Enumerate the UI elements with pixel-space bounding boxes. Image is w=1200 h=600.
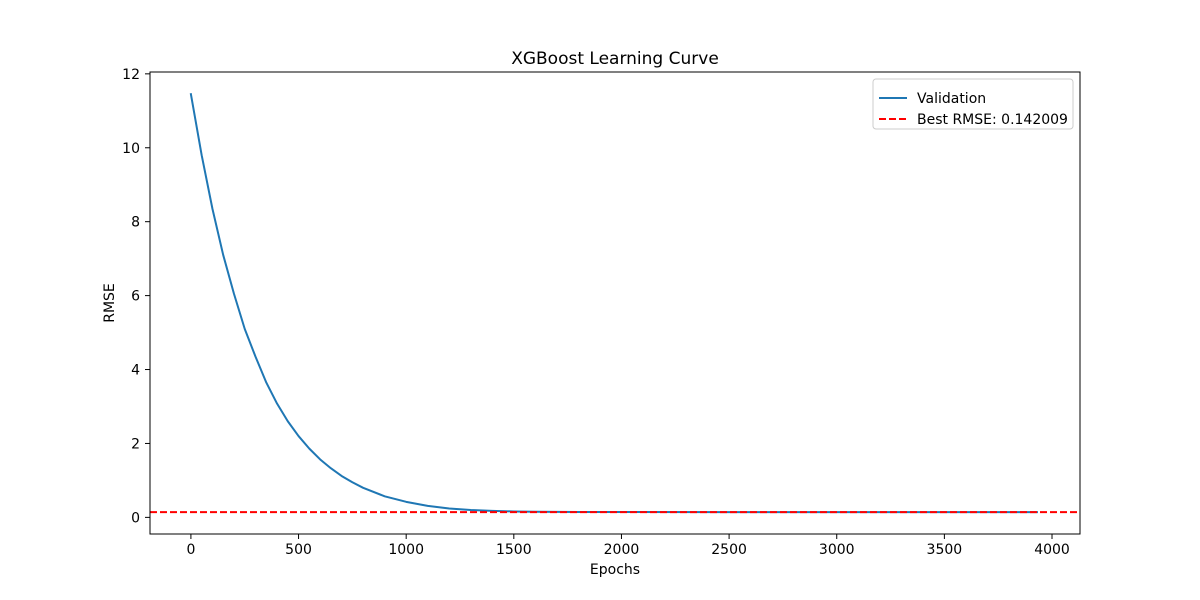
x-tick-label: 0 [186,542,195,558]
series-line-validation [189,93,1038,514]
y-tick-label: 10 [122,141,140,157]
chart-title: XGBoost Learning Curve [511,49,719,69]
y-tick-label: 12 [122,67,140,83]
x-tick-label: 3000 [819,542,855,558]
x-tick-label: 2500 [711,542,747,558]
x-tick-label: 500 [285,542,312,558]
x-axis-label: Epochs [590,562,640,578]
x-tick-label: 4000 [1034,542,1070,558]
y-tick-label: 8 [131,215,140,231]
x-tick-label: 2000 [604,542,640,558]
legend-label: Best RMSE: 0.142009 [917,112,1068,128]
x-tick-label: 3500 [927,542,963,558]
plot-area: 0 500 1000 1500 2000 2500 3000 3500 4000 0 2 4 6 8 10 1… [122,67,1081,558]
y-tick-label: 6 [131,289,140,305]
y-axis-label: RMSE [102,283,118,323]
legend-box [872,78,1074,130]
y-tick-label: 2 [131,436,140,452]
y-tick-label: 0 [131,510,140,526]
x-tick-label: 1500 [496,542,532,558]
y-tick-label: 4 [131,363,140,379]
axes-frame [149,71,1081,535]
legend-label: Validation [917,91,986,107]
x-tick-label: 1000 [388,542,424,558]
